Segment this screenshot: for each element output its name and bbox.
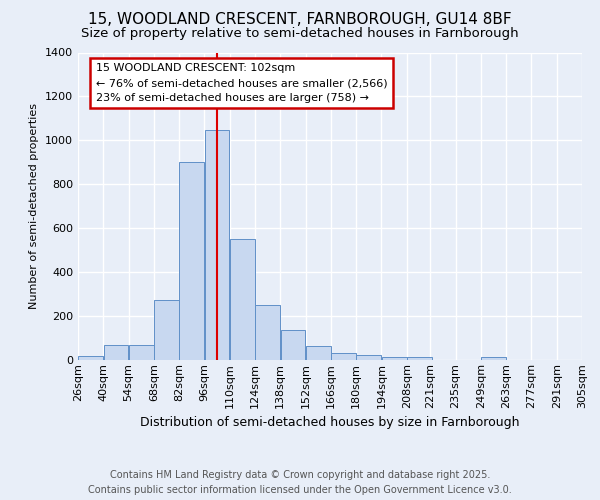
Bar — [331, 354, 356, 360]
Bar — [407, 356, 432, 360]
Bar — [382, 356, 407, 360]
Y-axis label: Number of semi-detached properties: Number of semi-detached properties — [29, 104, 40, 309]
Bar — [281, 330, 305, 360]
Bar — [306, 346, 331, 360]
Bar — [78, 356, 103, 360]
Text: 15 WOODLAND CRESCENT: 102sqm
← 76% of semi-detached houses are smaller (2,566)
2: 15 WOODLAND CRESCENT: 102sqm ← 76% of se… — [95, 64, 387, 103]
Bar — [154, 300, 179, 360]
Bar — [129, 344, 154, 360]
Bar — [179, 162, 204, 360]
Bar — [481, 356, 506, 360]
Bar — [256, 305, 280, 360]
Text: 15, WOODLAND CRESCENT, FARNBOROUGH, GU14 8BF: 15, WOODLAND CRESCENT, FARNBOROUGH, GU14… — [88, 12, 512, 28]
Bar — [104, 344, 128, 360]
Text: Contains HM Land Registry data © Crown copyright and database right 2025.
Contai: Contains HM Land Registry data © Crown c… — [88, 470, 512, 495]
Text: Size of property relative to semi-detached houses in Farnborough: Size of property relative to semi-detach… — [81, 28, 519, 40]
Bar — [356, 354, 381, 360]
Bar — [230, 239, 255, 360]
Bar — [205, 130, 229, 360]
X-axis label: Distribution of semi-detached houses by size in Farnborough: Distribution of semi-detached houses by … — [140, 416, 520, 429]
